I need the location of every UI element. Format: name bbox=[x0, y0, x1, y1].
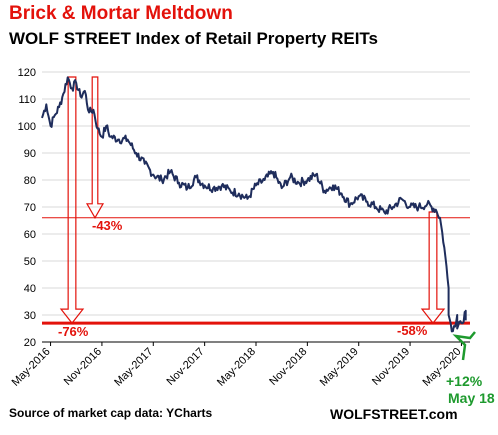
x-tick-label: May-2016 bbox=[10, 346, 53, 389]
series-group bbox=[41, 76, 467, 333]
y-tick-label: 80 bbox=[24, 175, 36, 187]
x-axis: May-2016 Nov-2016 May-2017 Nov-2017 May-2018… bbox=[10, 342, 464, 389]
x-tick-label: Nov-2017 bbox=[165, 346, 207, 388]
annotation-minus-58: -58% bbox=[397, 323, 428, 338]
brand-logo: WOLFSTREET.com bbox=[330, 406, 458, 422]
annotation-plus-12: +12% bbox=[446, 373, 483, 389]
chart-subtitle: WOLF STREET Index of Retail Property REI… bbox=[9, 29, 379, 48]
y-tick-label: 120 bbox=[18, 67, 36, 79]
series-line bbox=[41, 76, 467, 333]
y-tick-label: 60 bbox=[24, 229, 36, 241]
annotation-date: May 18 bbox=[448, 390, 495, 406]
y-axis: 20 30 40 50 60 70 80 90 100 110 120 bbox=[18, 67, 36, 349]
x-tick-label: May-2018 bbox=[215, 346, 258, 389]
x-tick-label: May-2017 bbox=[112, 346, 155, 389]
y-tick-label: 30 bbox=[24, 310, 36, 322]
y-tick-label: 90 bbox=[24, 148, 36, 160]
y-tick-label: 110 bbox=[18, 94, 36, 106]
x-tick-label: Nov-2018 bbox=[267, 346, 309, 388]
reference-lines bbox=[42, 217, 470, 325]
arrow-peak-to-43 bbox=[85, 76, 105, 220]
annotations: -43% -76% -58% +12% May 18 bbox=[58, 218, 495, 406]
y-tick-label: 70 bbox=[24, 202, 36, 214]
grid bbox=[42, 71, 470, 343]
rebound-arrow bbox=[452, 331, 476, 361]
y-tick-label: 100 bbox=[18, 121, 36, 133]
x-tick-label: Nov-2019 bbox=[370, 346, 412, 388]
x-tick-label: May-2019 bbox=[318, 346, 361, 389]
source-note: Source of market cap data: YCharts bbox=[9, 406, 213, 420]
y-tick-label: 20 bbox=[24, 337, 36, 349]
y-tick-label: 50 bbox=[24, 256, 36, 268]
x-tick-label: Nov-2016 bbox=[62, 346, 104, 388]
annotation-minus-76: -76% bbox=[58, 324, 89, 339]
arrow-2020-drop bbox=[420, 211, 446, 325]
chart-title: Brick & Mortar Meltdown bbox=[9, 3, 233, 24]
drop-arrows bbox=[59, 76, 476, 361]
arrow-peak-to-low bbox=[59, 76, 85, 325]
annotation-minus-43: -43% bbox=[92, 218, 123, 233]
y-tick-label: 40 bbox=[24, 283, 36, 295]
